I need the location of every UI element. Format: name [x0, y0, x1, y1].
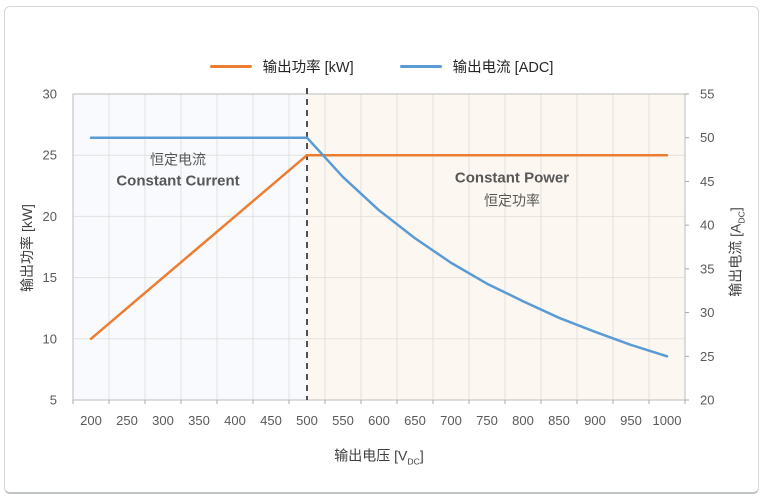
x-tick-label: 900 [584, 413, 606, 428]
x-tick-label: 850 [548, 413, 570, 428]
output-power-line [89, 153, 669, 341]
y-left-tick-label: 15 [43, 270, 57, 285]
x-tick-label: 400 [224, 413, 246, 428]
x-tick-label: 750 [476, 413, 498, 428]
x-tick-label: 600 [368, 413, 390, 428]
region-constant-current [73, 94, 307, 400]
x-tick-label: 700 [440, 413, 462, 428]
legend-label-output-power: 输出功率 [kW] [262, 60, 354, 76]
y-right-tick-label: 40 [700, 218, 714, 233]
annotation-constant-power: Constant Power 恒定功率 [454, 169, 570, 208]
plot-border [72, 93, 686, 401]
x-tick-label: 300 [152, 413, 174, 428]
x-tick-label: 650 [404, 413, 426, 428]
annotation-constant-current: 恒定电流 Constant Current [116, 151, 240, 190]
y-right-tick-label: 45 [700, 174, 714, 189]
y-right-tick-label: 20 [700, 393, 714, 408]
y-right-tick-label: 25 [700, 349, 714, 364]
y-left-tick-label: 30 [43, 87, 57, 102]
legend-item-output-power: 输出功率 [kW] [209, 56, 354, 77]
x-tick-label: 550 [332, 413, 354, 428]
y-right-tick-label: 35 [700, 261, 714, 276]
x-tick-label: 950 [620, 413, 642, 428]
x-tick-label: 250 [116, 413, 138, 428]
y-right-tick-label: 50 [700, 130, 714, 145]
output-power-line-swatch [209, 65, 252, 68]
output-current-line-swatch [399, 65, 442, 68]
output-current-line [89, 136, 669, 358]
y-axis-right-title: 输出电流 [ADC] [727, 207, 747, 297]
y-left-tick-label: 25 [43, 148, 57, 163]
y-left-tick-label: 20 [43, 209, 57, 224]
y-axis-left-title: 输出功率 [kW] [19, 204, 35, 292]
x-tick-label: 350 [188, 413, 210, 428]
x-tick-label: 1000 [653, 413, 682, 428]
y-right-tick-label: 55 [700, 87, 714, 102]
x-tick-label: 500 [296, 413, 318, 428]
x-tick-label: 200 [80, 413, 102, 428]
legend-item-output-current: 输出电流 [ADC] [399, 56, 554, 77]
x-tick-label: 800 [512, 413, 534, 428]
x-axis-title: 输出电压 [VDC] [334, 447, 424, 467]
y-right-tick-label: 30 [700, 305, 714, 320]
region-constant-power [307, 94, 685, 400]
y-left-tick-label: 5 [50, 393, 57, 408]
x-tick-label: 450 [260, 413, 282, 428]
chart-legend: 输出功率 [kW] 输出电流 [ADC] [0, 56, 763, 77]
y-left-tick-label: 10 [43, 331, 57, 346]
legend-label-output-current: 输出电流 [ADC] [452, 60, 554, 76]
